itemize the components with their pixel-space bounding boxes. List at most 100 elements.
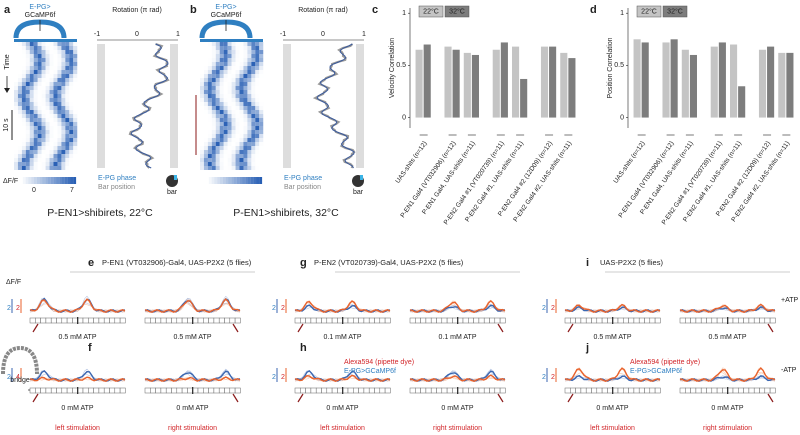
- heatmap-cell: [61, 66, 66, 70]
- heatmap-cell: [243, 50, 248, 54]
- pipette: [767, 323, 774, 333]
- heatmap-cell: [45, 70, 50, 74]
- glomerulus-box: [61, 387, 68, 394]
- heatmap-cell: [57, 78, 62, 82]
- heatmap-cell: [65, 102, 70, 106]
- heatmap-cell: [239, 154, 244, 158]
- heatmap-cell: [255, 114, 260, 118]
- heatmap-cell: [17, 166, 22, 170]
- heatmap-cell: [200, 82, 204, 86]
- heatmap-cell: [251, 162, 256, 166]
- heatmap-cell: [259, 150, 264, 154]
- heatmap-cell: [57, 62, 62, 66]
- heatmap-cell: [61, 58, 66, 62]
- heatmap-cell: [73, 62, 78, 66]
- heatmap-cell: [25, 46, 30, 50]
- glomerulus-box: [331, 387, 338, 394]
- glomerulus-box: [649, 317, 656, 324]
- heatmap-cell: [37, 134, 42, 138]
- glomerulus-box: [300, 317, 306, 324]
- heatmap-cell: [239, 58, 244, 62]
- heatmap-cell: [259, 102, 264, 106]
- heatmap-cell: [200, 126, 204, 130]
- heatmap-cell: [243, 62, 248, 66]
- pipette: [32, 323, 39, 333]
- legend-entry: E-PG>GCaMP6f: [630, 368, 682, 375]
- stimulation-label: left stimulation: [320, 425, 365, 432]
- heatmap-cell: [29, 54, 34, 58]
- stimulation-label: right stimulation: [168, 425, 217, 432]
- heatmap-cell: [243, 86, 248, 90]
- legend-entry: E-PG phase: [284, 175, 322, 182]
- heatmap-cell: [203, 62, 208, 66]
- heatmap-cell: [223, 54, 228, 58]
- heatmap-cell: [200, 70, 204, 74]
- glomerulus-box: [633, 387, 640, 394]
- heatmap-cell: [14, 142, 18, 146]
- heatmap-cell: [17, 70, 22, 74]
- colorbar: [70, 177, 74, 184]
- heatmap-cell: [45, 122, 50, 126]
- heatmap-cell: [65, 70, 70, 74]
- heatmap-cell: [231, 150, 236, 154]
- colorbar: [50, 177, 54, 184]
- glomerulus-box: [384, 317, 391, 324]
- pipette: [232, 393, 239, 403]
- glomerulus-box: [181, 317, 188, 324]
- heatmap-cell: [25, 126, 30, 130]
- heatmap-cell: [243, 142, 248, 146]
- colorbar: [59, 177, 63, 184]
- heatmap-cell: [45, 130, 50, 134]
- glomerulus-box: [234, 387, 241, 394]
- glomerulus-box: [171, 387, 178, 394]
- heatmap-cell: [200, 54, 204, 58]
- heatmap-cell: [203, 122, 208, 126]
- heatmap-cell: [57, 46, 62, 50]
- heatmap-cell: [207, 94, 212, 98]
- heatmap-cell: [21, 130, 26, 134]
- heatmap-cell: [21, 98, 26, 102]
- heatmap-cell: [219, 138, 224, 142]
- bar: [670, 39, 678, 118]
- heatmap-cell: [33, 110, 38, 114]
- heatmap-cell: [61, 158, 66, 162]
- heatmap-cell: [37, 130, 42, 134]
- glomerulus-box: [305, 387, 312, 394]
- glomerulus-box: [415, 317, 421, 324]
- heatmap-cell: [203, 46, 208, 50]
- heatmap-cell: [200, 122, 204, 126]
- heatmap-cell: [69, 90, 74, 94]
- heatmap-cell: [239, 166, 244, 170]
- heatmap-cell: [73, 58, 78, 62]
- glomerulus-box: [570, 387, 576, 394]
- heatmap-cell: [17, 90, 22, 94]
- heatmap-cell: [231, 58, 236, 62]
- heatmap-cell: [215, 158, 220, 162]
- heatmap-cell: [37, 126, 42, 130]
- glomerulus-box: [430, 317, 437, 324]
- heatmap-cell: [33, 142, 38, 146]
- glomerulus-box: [203, 387, 209, 394]
- glomerulus-box: [310, 317, 317, 324]
- legend-swatch: [636, 5, 662, 18]
- heatmap-cell: [203, 86, 208, 90]
- heatmap-cell: [57, 74, 62, 78]
- heatmap-cell: [14, 82, 18, 86]
- heatmap-cell: [203, 150, 208, 154]
- heatmap-cell: [207, 166, 212, 170]
- heatmap-cell: [259, 130, 264, 134]
- heatmap-cell: [69, 74, 74, 78]
- activity-trace: [144, 298, 241, 313]
- heatmap-cell: [37, 150, 42, 154]
- bar: [549, 46, 557, 118]
- heatmap-cell: [69, 154, 74, 158]
- heatmap-cell: [61, 106, 66, 110]
- heatmap-cell: [223, 118, 228, 122]
- tick-label: 0: [135, 31, 139, 38]
- heatmap-cell: [21, 150, 26, 154]
- heatmap-cell: [235, 134, 240, 138]
- heatmap-cell: [57, 162, 62, 166]
- heatmap-cell: [41, 166, 46, 170]
- heatmap-cell: [25, 58, 30, 62]
- heatmap-cell: [69, 82, 74, 86]
